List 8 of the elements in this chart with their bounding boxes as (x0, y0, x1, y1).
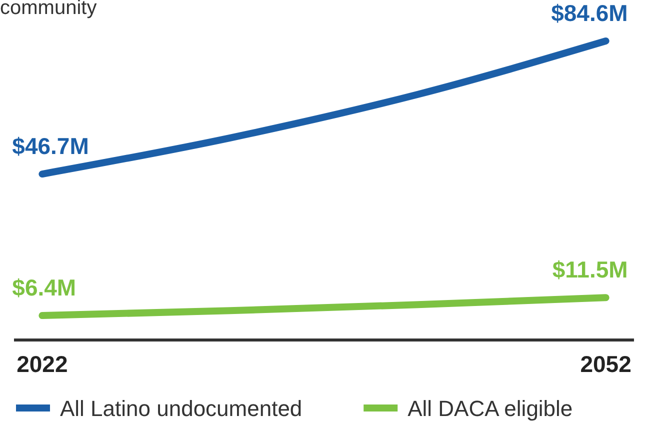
data-label: $11.5M (552, 256, 628, 283)
legend-label: All DACA eligible (408, 396, 573, 421)
legend-label: All Latino undocumented (60, 396, 302, 421)
data-label: $6.4M (12, 274, 76, 301)
data-label: $84.6M (551, 0, 628, 26)
x-tick-label: 2022 (16, 351, 68, 377)
data-label: $46.7M (12, 133, 89, 160)
x-tick-label: 2052 (580, 351, 632, 377)
